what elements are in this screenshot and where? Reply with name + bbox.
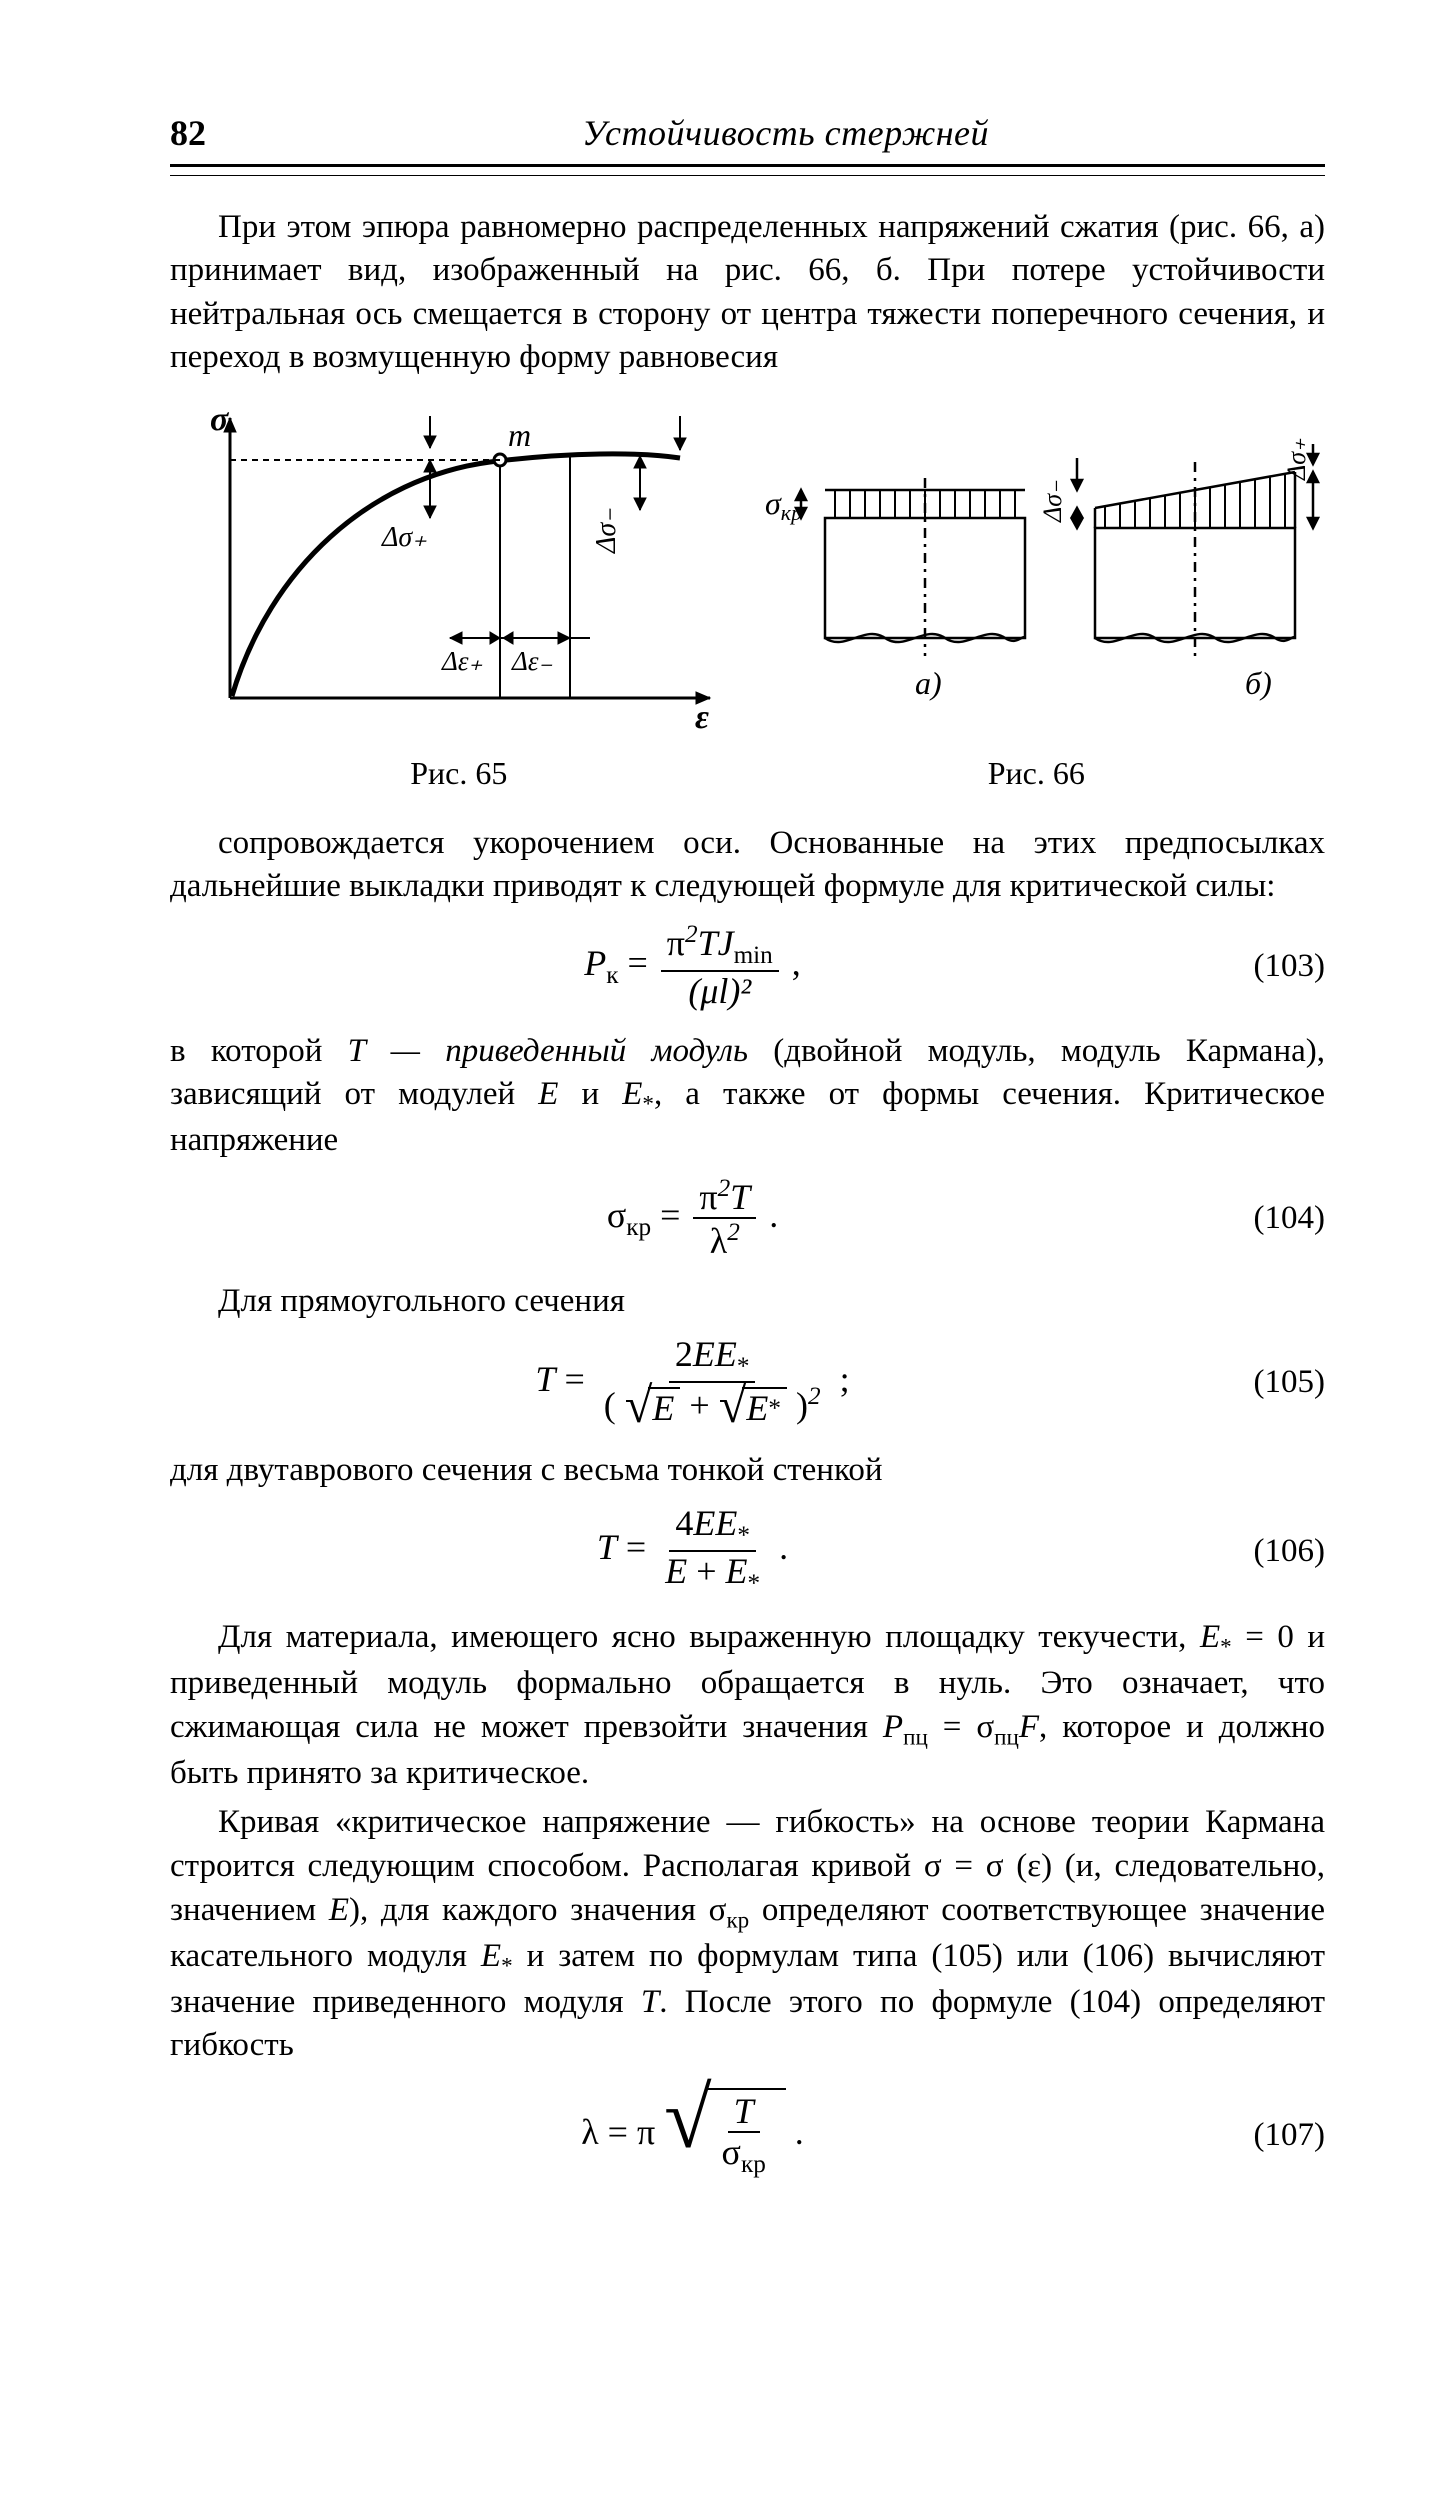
paragraph-5: для двутаврового сечения с весьма тонкой…: [170, 1449, 1325, 1493]
fig66-sub-b: б): [1245, 665, 1272, 701]
eq104-number: (104): [1215, 1197, 1325, 1241]
equation-106: T = 4EE* E + E* . (106): [170, 1504, 1325, 1598]
figure-65: σ ε m Δσ₊ Δσ₋ Δε₊ Δε₋: [170, 398, 730, 738]
fig65-deps-minus: Δε₋: [511, 646, 553, 676]
fig65-ylabel: σ: [210, 401, 230, 438]
paragraph-2: сопровождается укорочением оси. Основанн…: [170, 822, 1325, 909]
equation-105: T = 2EE* ( √E + √E* )2 ; (105): [170, 1335, 1325, 1430]
page-number: 82: [170, 110, 206, 158]
eq107-number: (107): [1215, 2114, 1325, 2158]
figure-66: σкр Δσ₋ Δσ₊ а) б): [765, 438, 1325, 738]
paragraph-3: в которой T — приведенный модуль (двойно…: [170, 1030, 1325, 1163]
fig65-dsigma-plus: Δσ₊: [381, 522, 427, 553]
fig66-sub-a: а): [915, 665, 942, 701]
header-rule: [170, 175, 1325, 176]
equation-107: λ = π √ T σкр . (107): [170, 2088, 1325, 2184]
page: 82 Устойчивость стержней При этом эпюра …: [0, 0, 1455, 2496]
figure-row: σ ε m Δσ₊ Δσ₋ Δε₊ Δε₋: [170, 398, 1325, 738]
fig66-dsigma-minus: Δσ₋: [1038, 480, 1067, 523]
chapter-title: Устойчивость стержней: [246, 110, 1325, 158]
equation-104: σкр = π2T λ2 . (104): [170, 1175, 1325, 1262]
paragraph-7: Кривая «критическое напряжение — гибкост…: [170, 1801, 1325, 2067]
figure-captions: Рис. 65 Рис. 66: [170, 752, 1325, 794]
fig65-point-m: m: [508, 417, 531, 453]
equation-103: Pк = π2TJmin (μl)² , (103): [170, 921, 1325, 1012]
fig66-dsigma-plus: Δσ₊: [1282, 438, 1311, 481]
fig65-caption: Рис. 65: [170, 752, 748, 794]
page-header: 82 Устойчивость стержней: [170, 110, 1325, 167]
fig65-deps-plus: Δε₊: [441, 646, 483, 676]
fig65-xlabel: ε: [695, 699, 709, 736]
fig66-sigma-kr: σкр: [765, 485, 802, 525]
eq103-lhs: Pк: [584, 943, 618, 983]
paragraph-4: Для прямоугольного сечения: [170, 1280, 1325, 1324]
paragraph-1: При этом эпюра равномерно распределенных…: [170, 206, 1325, 380]
fig65-dsigma-minus: Δσ₋: [591, 507, 622, 553]
paragraph-6: Для материала, имеющего ясно выраженную …: [170, 1616, 1325, 1795]
eq106-number: (106): [1215, 1530, 1325, 1574]
eq103-number: (103): [1215, 945, 1325, 989]
eq105-number: (105): [1215, 1361, 1325, 1405]
fig66-caption: Рис. 66: [748, 752, 1326, 794]
